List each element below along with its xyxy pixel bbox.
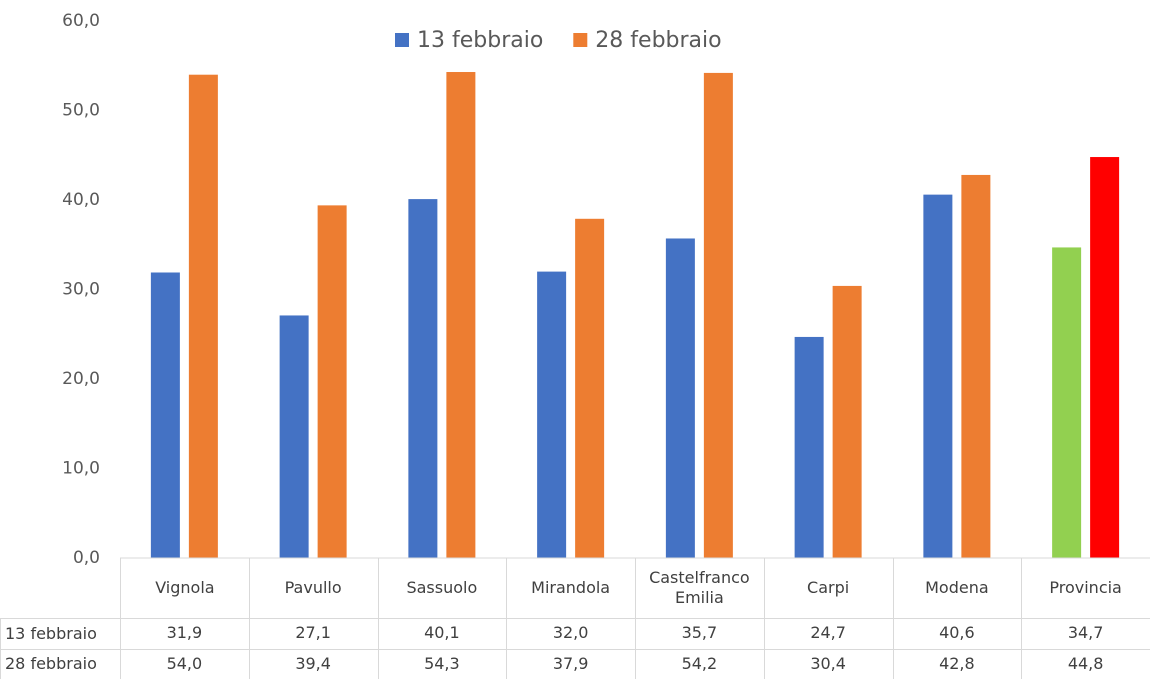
bar xyxy=(923,194,953,558)
table-value: 40,6 xyxy=(892,618,1023,650)
category-label: Mirandola xyxy=(506,558,636,619)
table-value: 30,4 xyxy=(764,648,894,679)
bar xyxy=(832,285,862,558)
bar xyxy=(575,218,605,559)
legend-label: 28 febbraio xyxy=(595,28,721,53)
table-series-label: 28 febbraio xyxy=(0,648,121,679)
table-series-label: 13 febbraio xyxy=(0,618,121,650)
table-value: 32,0 xyxy=(506,618,636,650)
legend-swatch xyxy=(395,33,409,47)
bar xyxy=(961,174,991,558)
y-tick-label: 10,0 xyxy=(62,459,100,479)
table-value: 31,9 xyxy=(120,618,250,650)
bar xyxy=(408,199,438,559)
table-value: 24,7 xyxy=(763,618,894,650)
y-tick-label: 40,0 xyxy=(62,190,100,210)
bar xyxy=(665,238,695,559)
category-label: Carpi xyxy=(763,558,894,619)
category-label: Sassuolo xyxy=(377,558,508,619)
y-tick-label: 50,0 xyxy=(62,101,100,121)
table-value: 54,3 xyxy=(378,648,508,679)
y-tick-label: 0,0 xyxy=(73,548,100,568)
table-value: 34,7 xyxy=(1021,618,1150,650)
bar xyxy=(537,271,567,558)
table-value: 42,8 xyxy=(893,648,1023,679)
table-value: 54,0 xyxy=(120,648,250,679)
category-label: Provincia xyxy=(1021,558,1150,619)
y-tick-label: 30,0 xyxy=(62,280,100,300)
bar xyxy=(1052,247,1082,558)
bar xyxy=(317,205,347,558)
bar xyxy=(1090,157,1120,559)
bar xyxy=(150,272,180,558)
table-value: 39,4 xyxy=(249,648,379,679)
table-value: 40,1 xyxy=(377,618,508,650)
legend-swatch xyxy=(573,33,588,47)
bar xyxy=(446,72,476,558)
y-tick-label: 60,0 xyxy=(62,11,100,31)
table-value: 54,2 xyxy=(635,648,765,679)
category-label: Vignola xyxy=(120,558,250,619)
bar xyxy=(279,315,309,558)
table-value: 35,7 xyxy=(635,618,765,650)
category-label: Castelfranco Emilia xyxy=(635,558,765,619)
category-label: Modena xyxy=(892,558,1023,619)
bar xyxy=(703,72,733,558)
bar xyxy=(188,74,218,558)
bar xyxy=(794,336,824,558)
y-tick-label: 20,0 xyxy=(62,369,100,389)
table-value: 27,1 xyxy=(248,618,379,650)
category-label: Pavullo xyxy=(248,558,379,619)
legend-label: 13 febbraio xyxy=(417,28,543,53)
table-value: 37,9 xyxy=(506,648,636,679)
table-value: 44,8 xyxy=(1021,649,1150,679)
